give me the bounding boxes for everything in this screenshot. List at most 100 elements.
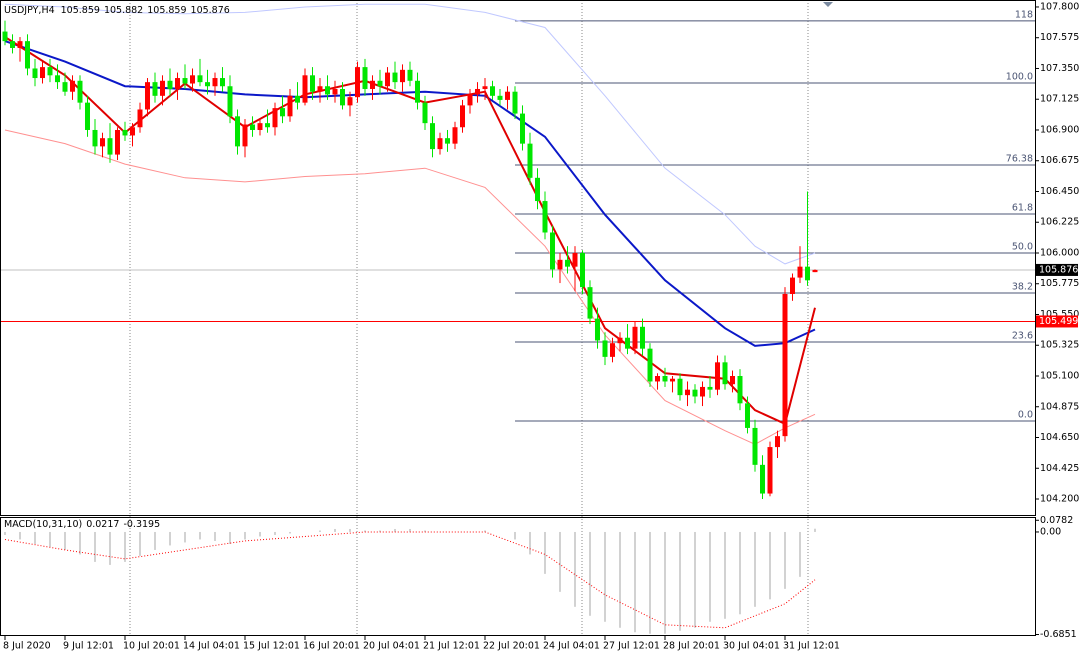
x-tick-label: 16 Jul 20:01 (303, 641, 360, 652)
candle-body (797, 266, 803, 278)
fib-label: 118 (1015, 9, 1033, 20)
high: 105.882 (104, 5, 143, 16)
macd-name: MACD(10,31,10) (4, 519, 82, 530)
y-tick-label: 106.675 (1040, 155, 1079, 166)
candle-body (40, 67, 46, 79)
candle-body (557, 259, 563, 270)
x-tick-label: 9 Jul 12:01 (63, 641, 114, 652)
indicator-line (4, 3, 816, 265)
candle-body (220, 78, 226, 87)
candle-body (535, 177, 541, 202)
candle-body (77, 80, 83, 103)
candle-body (707, 386, 713, 390)
fib-label: 23.6 (1012, 330, 1033, 341)
candle-body (115, 129, 121, 155)
last-price-box (1036, 263, 1078, 276)
candle-body (520, 113, 526, 144)
candle-body (235, 116, 241, 147)
candle-body (400, 69, 406, 83)
macd-signal: -0.3195 (123, 519, 160, 530)
main-panel-frame (0, 0, 1036, 516)
candle-body (137, 109, 143, 128)
macd-tick-label: 0.0782 (1040, 515, 1073, 526)
candle-body (490, 86, 496, 96)
candle-body (62, 82, 68, 92)
candle-body (430, 123, 436, 150)
candle-body (197, 75, 203, 83)
candle-body (617, 337, 623, 344)
candle-body (175, 78, 181, 89)
x-tick-label: 31 Jul 12:01 (783, 641, 840, 652)
fib-label: 100.0 (1006, 71, 1033, 82)
candle-body (655, 375, 661, 382)
candle-body (85, 102, 91, 130)
macd-tick-label: 0.00 (1040, 526, 1061, 537)
candle-body (460, 105, 466, 128)
candle-body (505, 91, 511, 100)
candle-body (332, 88, 338, 95)
candle-body (122, 129, 128, 136)
symbol-text: USDJPY,H4 (4, 5, 55, 16)
candle-body (190, 75, 196, 84)
candle-body (212, 78, 218, 87)
candle-body (182, 78, 188, 84)
candle-body (317, 86, 323, 92)
candle-body (595, 318, 601, 341)
candle-body (130, 127, 136, 136)
candle-body (10, 41, 16, 48)
candle-body (767, 447, 773, 494)
candle-body (685, 389, 691, 396)
candle-body (355, 67, 361, 98)
candle-body (542, 201, 548, 233)
candle-body (805, 266, 811, 281)
candle-body (610, 343, 616, 357)
candle-body (340, 88, 346, 106)
candle-body (437, 138, 443, 150)
y-tick-label: 107.800 (1040, 1, 1079, 12)
candle-body (25, 41, 31, 69)
candle-body (167, 80, 173, 89)
candle-body (775, 436, 781, 448)
indicator-line (4, 129, 816, 445)
candle-body (475, 88, 481, 95)
x-tick-label: 27 Jul 12:01 (603, 641, 660, 652)
y-tick-label: 107.350 (1040, 63, 1079, 74)
candle-body (295, 95, 301, 103)
y-tick-label: 106.900 (1040, 124, 1079, 135)
x-tick-label: 20 Jul 04:01 (363, 641, 420, 652)
macd-main: 0.0217 (86, 519, 119, 530)
candle-body (700, 386, 706, 397)
candle-body (670, 378, 676, 382)
candle-body (92, 129, 98, 147)
candle-body (407, 69, 413, 81)
candle-body (752, 427, 758, 465)
candle-body (55, 75, 61, 83)
candle-body (760, 464, 766, 494)
fib-label: 38.2 (1012, 282, 1033, 293)
candle-body (370, 80, 376, 89)
candle-body (47, 67, 53, 76)
fib-label: 61.8 (1012, 203, 1033, 214)
y-tick-label: 104.650 (1040, 432, 1079, 443)
y-tick-label: 105.100 (1040, 370, 1079, 381)
candle-body (662, 375, 668, 382)
candle-body (17, 41, 23, 48)
candle-body (392, 72, 398, 83)
x-tick-label: 28 Jul 20:01 (663, 641, 720, 652)
fib-label: 0.0 (1018, 409, 1033, 420)
candle-body (602, 340, 608, 357)
candle-body (302, 75, 308, 103)
candle-body (565, 259, 571, 267)
x-tick-label: 30 Jul 04:01 (723, 641, 780, 652)
candle-body (160, 80, 166, 96)
candle-body (640, 326, 646, 349)
y-tick-label: 107.575 (1040, 32, 1079, 43)
macd-tick-label: -0.6851 (1040, 629, 1077, 640)
x-tick-label: 14 Jul 04:01 (183, 641, 240, 652)
candle-body (722, 362, 728, 385)
candle-body (422, 102, 428, 124)
x-tick-label: 8 Jul 2020 (3, 641, 51, 652)
